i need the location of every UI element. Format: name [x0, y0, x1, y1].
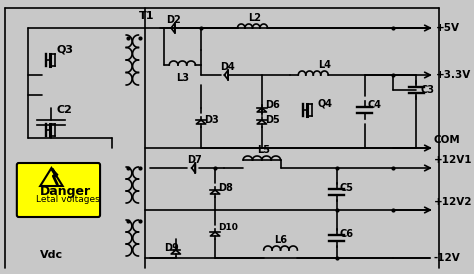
Text: D6: D6	[264, 100, 279, 110]
Text: D3: D3	[204, 115, 219, 125]
Text: C6: C6	[339, 229, 354, 239]
Text: Letal voltages: Letal voltages	[36, 196, 99, 204]
Text: Q3: Q3	[56, 45, 73, 55]
Text: D2: D2	[166, 15, 181, 25]
Text: L6: L6	[274, 235, 287, 245]
Text: T1: T1	[138, 11, 154, 21]
Text: L3: L3	[176, 73, 189, 83]
Text: D9: D9	[164, 243, 178, 253]
Text: D4: D4	[220, 62, 235, 72]
Text: -12V: -12V	[434, 253, 461, 263]
Text: Vdc: Vdc	[40, 250, 63, 260]
Text: C5: C5	[339, 183, 354, 193]
Text: D5: D5	[264, 115, 279, 125]
Text: COM: COM	[434, 135, 461, 145]
Text: +12V1: +12V1	[434, 155, 473, 165]
Polygon shape	[52, 168, 59, 182]
Polygon shape	[40, 168, 63, 186]
Polygon shape	[51, 169, 56, 175]
FancyBboxPatch shape	[17, 163, 100, 217]
Text: L2: L2	[248, 13, 261, 23]
Text: D7: D7	[187, 155, 202, 165]
Text: L5: L5	[257, 145, 270, 155]
Text: D10: D10	[218, 224, 238, 233]
Text: +12V2: +12V2	[434, 197, 473, 207]
Text: +5V: +5V	[436, 23, 460, 33]
Text: D8: D8	[218, 183, 233, 193]
Text: +3.3V: +3.3V	[436, 70, 471, 80]
Text: Danger: Danger	[40, 185, 91, 198]
Text: C2: C2	[56, 105, 72, 115]
Text: C4: C4	[367, 100, 382, 110]
Text: Q4: Q4	[318, 98, 333, 108]
Text: C3: C3	[421, 85, 435, 95]
Text: L4: L4	[318, 60, 331, 70]
